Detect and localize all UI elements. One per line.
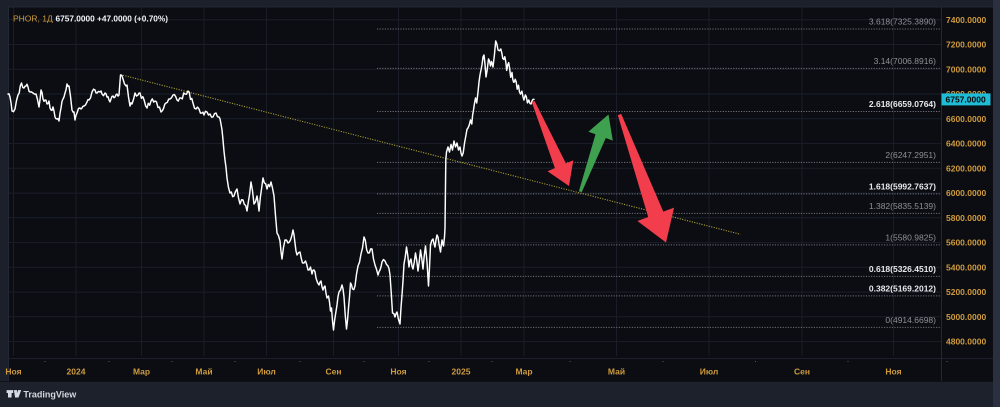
svg-text:Июл: Июл [700,367,719,377]
svg-text:Сен: Сен [794,367,810,377]
svg-text:6757.0000 +47.0000 (+0.70%): 6757.0000 +47.0000 (+0.70%) [56,14,169,24]
svg-text:0(4914.6698): 0(4914.6698) [885,315,936,325]
svg-text:5200.0000: 5200.0000 [946,287,986,297]
svg-text:0.618(5326.4510): 0.618(5326.4510) [869,264,936,274]
svg-text:5800.0000: 5800.0000 [946,213,986,223]
svg-text:7400.0000: 7400.0000 [946,15,986,25]
svg-text:PHOR, 1Д: PHOR, 1Д [13,14,53,24]
svg-text:6000.0000: 6000.0000 [946,188,986,198]
svg-text:Ноя: Ноя [885,367,901,377]
svg-text:Май: Май [195,367,212,377]
svg-text:6200.0000: 6200.0000 [946,163,986,173]
svg-text:3.618(7325.3890): 3.618(7325.3890) [869,17,936,27]
svg-text:Сен: Сен [326,367,342,377]
svg-text:6600.0000: 6600.0000 [946,114,986,124]
svg-text:6757.0000: 6757.0000 [946,95,986,105]
svg-text:4800.0000: 4800.0000 [946,337,986,347]
svg-text:TradingView: TradingView [23,389,77,399]
svg-text:Ноя: Ноя [390,367,406,377]
svg-text:0.382(5169.2012): 0.382(5169.2012) [869,283,936,293]
svg-text:Июл: Июл [257,367,276,377]
svg-text:2.618(6659.0764): 2.618(6659.0764) [869,99,936,109]
svg-text:5000.0000: 5000.0000 [946,312,986,322]
svg-text:2024: 2024 [67,367,86,377]
svg-text:3.14(7006.8916): 3.14(7006.8916) [874,56,937,66]
svg-text:2(6247.2951): 2(6247.2951) [885,150,936,160]
svg-text:5400.0000: 5400.0000 [946,262,986,272]
svg-text:Май: Май [608,367,625,377]
svg-text:7000.0000: 7000.0000 [946,64,986,74]
svg-text:1.382(5835.5139): 1.382(5835.5139) [869,201,936,211]
svg-text:Ноя: Ноя [5,367,21,377]
svg-text:7200.0000: 7200.0000 [946,40,986,50]
svg-text:1.618(5992.7637): 1.618(5992.7637) [869,181,936,191]
svg-text:6400.0000: 6400.0000 [946,139,986,149]
svg-text:Мар: Мар [515,367,532,377]
svg-text:5600.0000: 5600.0000 [946,238,986,248]
svg-text:1(5580.9825): 1(5580.9825) [885,232,936,242]
svg-text:Мар: Мар [133,367,150,377]
svg-text:2025: 2025 [452,367,471,377]
